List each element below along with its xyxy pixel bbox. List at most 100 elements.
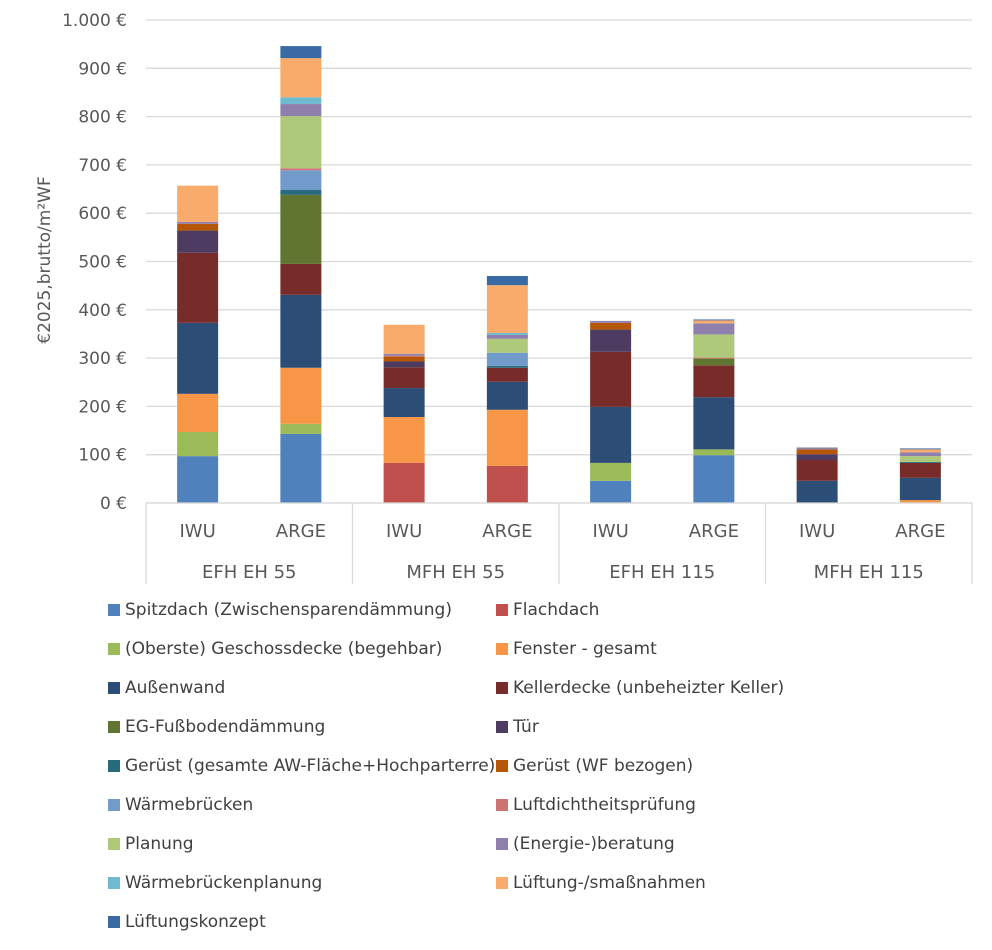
bar-segment bbox=[590, 480, 632, 503]
x-category-label: IWU bbox=[386, 521, 422, 542]
legend-swatch-icon bbox=[108, 643, 120, 655]
bar-segment bbox=[796, 449, 838, 455]
bar-segment bbox=[796, 480, 838, 503]
bar-segment bbox=[693, 449, 735, 456]
stacked-bar-chart: 0 € 100 € 200 € 300 € 400 € 500 € 600 € 700 € 80… bbox=[35, 11, 973, 584]
bar-segment bbox=[590, 329, 632, 352]
x-group-label: MFH EH 115 bbox=[814, 562, 924, 583]
legend-label: Tür bbox=[513, 717, 539, 737]
legend-item: Fenster - gesamt bbox=[496, 639, 657, 659]
bar-segment bbox=[899, 452, 941, 457]
bar-segment bbox=[177, 221, 219, 224]
legend-swatch-icon bbox=[496, 682, 508, 694]
bar-segment bbox=[899, 461, 941, 463]
legend-swatch-icon bbox=[108, 838, 120, 850]
bar-segment bbox=[693, 319, 735, 321]
bar-segment bbox=[177, 185, 219, 222]
legend-item: Planung bbox=[108, 834, 194, 854]
legend-swatch-icon bbox=[108, 877, 120, 889]
x-category-label: ARGE bbox=[689, 521, 739, 542]
legend-item: Lüftungskonzept bbox=[108, 912, 266, 932]
bar-segment bbox=[486, 367, 528, 382]
bar-segment bbox=[280, 423, 322, 434]
x-group-label: EFH EH 55 bbox=[202, 562, 297, 583]
bar-segment bbox=[383, 388, 425, 418]
bar-segment bbox=[590, 322, 632, 330]
legend-label: Luftdichtheitsprüfung bbox=[513, 795, 696, 815]
y-tick-label: 500 € bbox=[78, 253, 127, 273]
bar-segment bbox=[383, 324, 425, 354]
bar-segment bbox=[693, 334, 735, 358]
bar-segment bbox=[796, 460, 838, 481]
legend-item: Luftdichtheitsprüfung bbox=[496, 795, 696, 815]
legend-item: Außenwand bbox=[108, 678, 225, 698]
bar-segment bbox=[280, 194, 322, 264]
bar-segment bbox=[486, 334, 528, 339]
bar-segment bbox=[899, 456, 941, 462]
gridlines bbox=[146, 19, 972, 504]
x-group-label: MFH EH 55 bbox=[406, 562, 505, 583]
legend-swatch-icon bbox=[496, 643, 508, 655]
bar-segment bbox=[177, 252, 219, 323]
bar-segment bbox=[177, 322, 219, 394]
bar-segment bbox=[280, 46, 322, 59]
y-tick-label: 100 € bbox=[78, 446, 127, 466]
legend-item: Wärmebrücken bbox=[108, 795, 253, 815]
legend-label: (Energie-)beratung bbox=[513, 834, 675, 854]
y-tick-label: 900 € bbox=[78, 59, 127, 79]
bar-segment bbox=[590, 320, 632, 323]
y-tick-label: 600 € bbox=[78, 204, 127, 224]
legend-label: EG-Fußbodendämmung bbox=[125, 717, 326, 737]
y-tick-label: 300 € bbox=[78, 349, 127, 369]
x-group-label: EFH EH 115 bbox=[609, 562, 715, 583]
bar-segment bbox=[486, 275, 528, 286]
bar-segment bbox=[280, 170, 322, 191]
bar-segment bbox=[383, 356, 425, 362]
bar-segment bbox=[280, 97, 322, 105]
bar-segment bbox=[796, 447, 838, 450]
bar-segment bbox=[899, 462, 941, 478]
legend-label: Spitzdach (Zwischensparendämmung) bbox=[125, 600, 452, 620]
bar-segment bbox=[177, 456, 219, 503]
y-tick-label: 1.000 € bbox=[62, 11, 127, 31]
legend-label: Kellerdecke (unbeheizter Keller) bbox=[513, 678, 785, 698]
bar-segment bbox=[486, 338, 528, 353]
legend-swatch-icon bbox=[496, 877, 508, 889]
legend-label: Planung bbox=[125, 834, 194, 854]
bar-segment bbox=[383, 367, 425, 389]
legend-item: (Oberste) Geschossdecke (begehbar) bbox=[108, 639, 442, 659]
bar-segment bbox=[899, 449, 941, 453]
y-tick-label: 800 € bbox=[78, 108, 127, 128]
bar-segment bbox=[177, 223, 219, 231]
x-category-label: IWU bbox=[179, 521, 215, 542]
legend-swatch-icon bbox=[496, 838, 508, 850]
x-category-label: ARGE bbox=[482, 521, 532, 542]
bar-segment bbox=[693, 323, 735, 335]
y-tick-label: 200 € bbox=[78, 397, 127, 417]
y-tick-label: 0 € bbox=[100, 494, 127, 514]
legend-item: Flachdach bbox=[496, 600, 599, 620]
legend-item: Spitzdach (Zwischensparendämmung) bbox=[108, 600, 452, 620]
y-tick-label: 700 € bbox=[78, 156, 127, 176]
legend-item: EG-Fußbodendämmung bbox=[108, 717, 325, 737]
bar-segment bbox=[280, 294, 322, 368]
bar-segment bbox=[693, 397, 735, 450]
bar-segment bbox=[177, 431, 219, 457]
legend-swatch-icon bbox=[496, 799, 508, 811]
bar-segment bbox=[280, 104, 322, 117]
bar-segment bbox=[383, 462, 425, 503]
legend-label: Gerüst (gesamte AW-Fläche+Hochparterre) bbox=[125, 756, 496, 776]
bar-segment bbox=[177, 393, 219, 432]
bar-segment bbox=[177, 230, 219, 253]
legend-label: Gerüst (WF bezogen) bbox=[513, 756, 694, 776]
bar-segment bbox=[383, 353, 425, 356]
legend-label: Flachdach bbox=[513, 600, 600, 620]
x-category-label: ARGE bbox=[895, 521, 945, 542]
bar-segment bbox=[693, 357, 735, 359]
legend-item: Kellerdecke (unbeheizter Keller) bbox=[496, 678, 784, 698]
bar-segment bbox=[693, 365, 735, 398]
y-axis-label: €2025,brutto/m²WF bbox=[35, 176, 55, 343]
bar-segment bbox=[280, 58, 322, 98]
legend-item: Gerüst (gesamte AW-Fläche+Hochparterre) bbox=[108, 756, 495, 776]
bar-segment bbox=[590, 351, 632, 407]
